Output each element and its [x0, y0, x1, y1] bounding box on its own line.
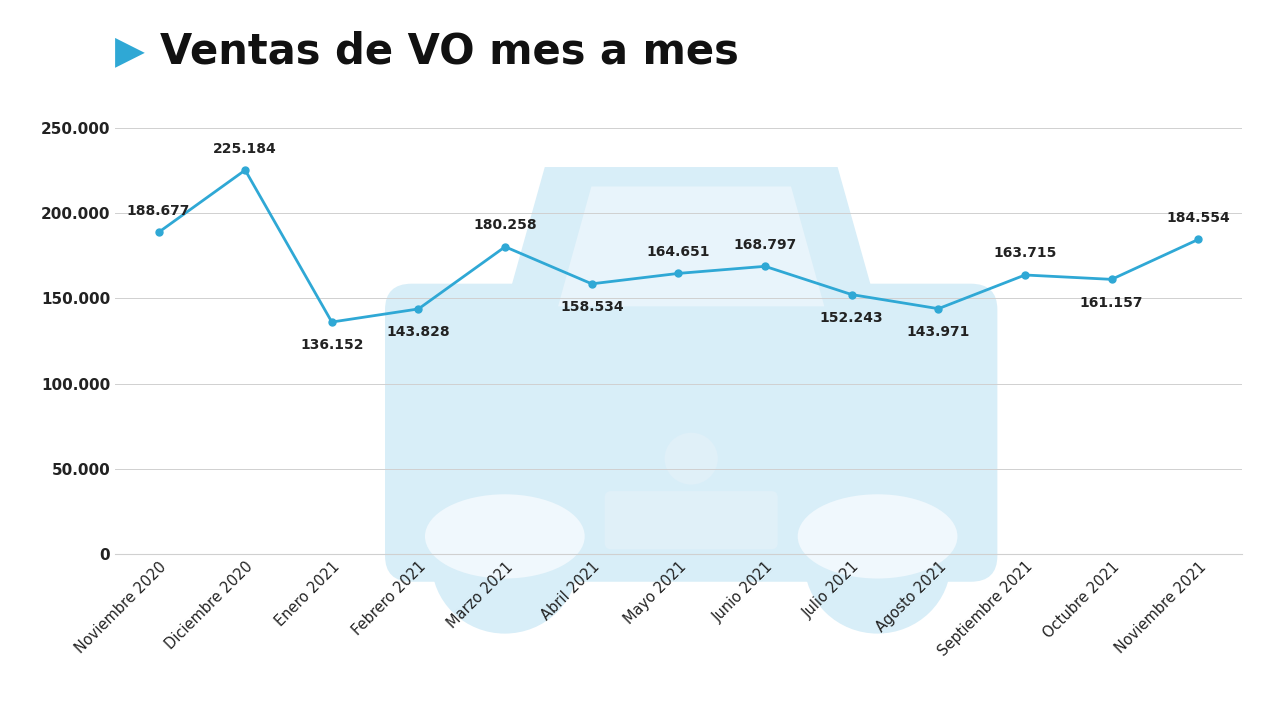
Circle shape — [664, 433, 718, 485]
Polygon shape — [504, 167, 878, 310]
Text: 143.971: 143.971 — [906, 325, 970, 339]
Circle shape — [804, 491, 951, 634]
Text: 136.152: 136.152 — [300, 338, 364, 352]
Text: 163.715: 163.715 — [993, 246, 1057, 261]
Polygon shape — [558, 186, 824, 307]
FancyBboxPatch shape — [387, 385, 463, 431]
Circle shape — [431, 491, 579, 634]
Text: ▶: ▶ — [115, 32, 145, 71]
FancyBboxPatch shape — [919, 385, 996, 431]
Text: 188.677: 188.677 — [127, 204, 191, 218]
Text: 164.651: 164.651 — [646, 245, 710, 259]
Ellipse shape — [797, 494, 957, 579]
Text: Ventas de VO mes a mes: Ventas de VO mes a mes — [160, 30, 739, 72]
FancyBboxPatch shape — [385, 284, 997, 582]
FancyBboxPatch shape — [604, 491, 778, 549]
Text: 225.184: 225.184 — [214, 142, 276, 156]
Text: 158.534: 158.534 — [559, 300, 623, 314]
Text: 184.554: 184.554 — [1166, 211, 1230, 225]
Text: 180.258: 180.258 — [474, 218, 536, 233]
Text: 168.797: 168.797 — [733, 238, 796, 252]
Ellipse shape — [508, 280, 874, 325]
Text: 161.157: 161.157 — [1080, 296, 1143, 310]
Text: 152.243: 152.243 — [820, 311, 883, 325]
Ellipse shape — [425, 494, 585, 579]
Text: 143.828: 143.828 — [387, 325, 451, 339]
